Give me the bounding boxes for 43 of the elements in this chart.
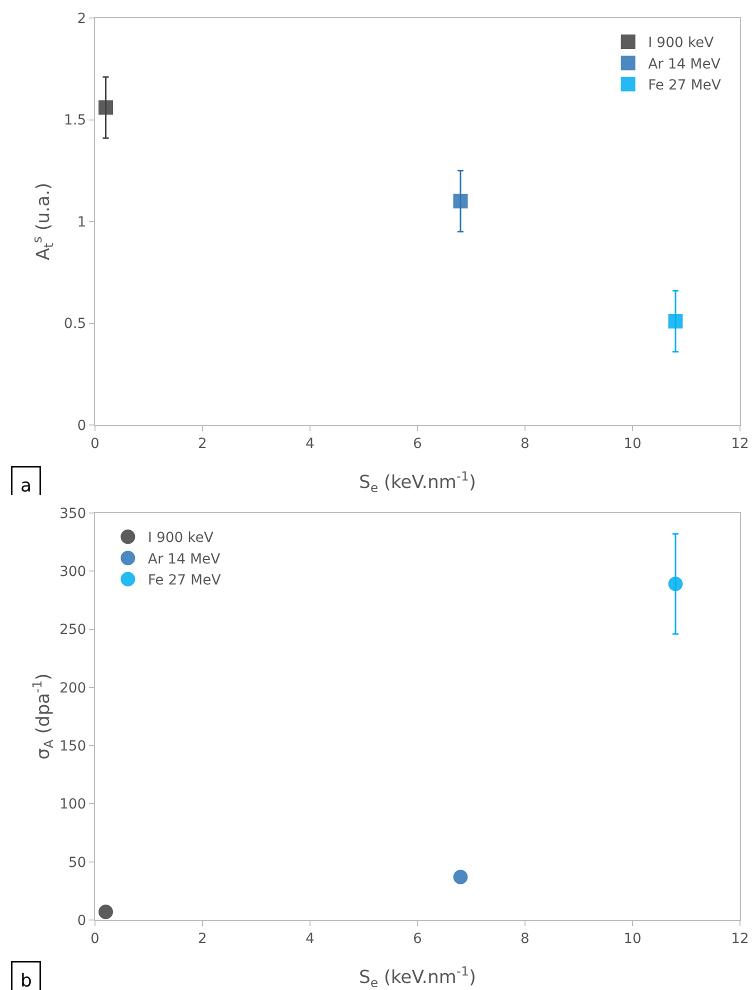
y-tick-label: 0 (77, 418, 86, 434)
x-tick-label: 12 (731, 436, 749, 452)
x-tick-label: 0 (90, 930, 100, 947)
point (668, 314, 683, 328)
point (453, 870, 468, 884)
legend-label: I 900 keV (648, 35, 714, 52)
x-tick-label: 8 (520, 436, 530, 452)
y-tick-label: 350 (59, 506, 86, 522)
x-tick-label: 8 (520, 930, 530, 947)
y-tick-label: 200 (59, 680, 86, 696)
legend-label: Ar 14 MeV (648, 56, 721, 72)
x-tick-label: 10 (624, 436, 642, 452)
legend-label: Fe 27 MeV (148, 572, 222, 589)
y-tick-label: 0.5 (64, 316, 86, 332)
text: b (20, 970, 32, 990)
legend-label: Fe 27 MeV (648, 78, 722, 94)
y-tick-label: 100 (59, 796, 86, 813)
x-tick-label: 4 (306, 930, 315, 947)
legend-label: Ar 14 MeV (148, 551, 221, 568)
y-tick-label: 1 (77, 214, 86, 230)
y-tick-label: 250 (59, 622, 86, 638)
x-tick-label: 4 (306, 436, 315, 452)
x-tick-label: 0 (90, 436, 100, 452)
point (98, 100, 113, 115)
x-tick-label: 10 (624, 930, 642, 947)
y-tick-label: 50 (68, 854, 86, 871)
text: a (20, 476, 32, 496)
y-tick-label: 150 (59, 738, 86, 754)
point (668, 576, 683, 592)
x-tick-label: 6 (413, 930, 422, 947)
legend-label: I 900 keV (148, 530, 214, 546)
x-tick-label: 2 (198, 436, 207, 452)
x-tick-label: 2 (198, 930, 207, 947)
x-axis-title: S$_{e}$ (keV.nm$^{-1}$) (358, 468, 476, 495)
x-tick-label: 6 (413, 436, 422, 452)
x-axis-title: S$_{e}$ (keV.nm$^{-1}$) (358, 964, 476, 990)
point (453, 194, 468, 208)
y-tick-label: 300 (59, 564, 86, 580)
x-tick-label: 12 (731, 930, 749, 947)
y-tick-label: 2 (77, 10, 86, 27)
point (98, 904, 113, 920)
y-tick-label: 0 (77, 912, 86, 929)
y-tick-label: 1.5 (64, 112, 86, 129)
